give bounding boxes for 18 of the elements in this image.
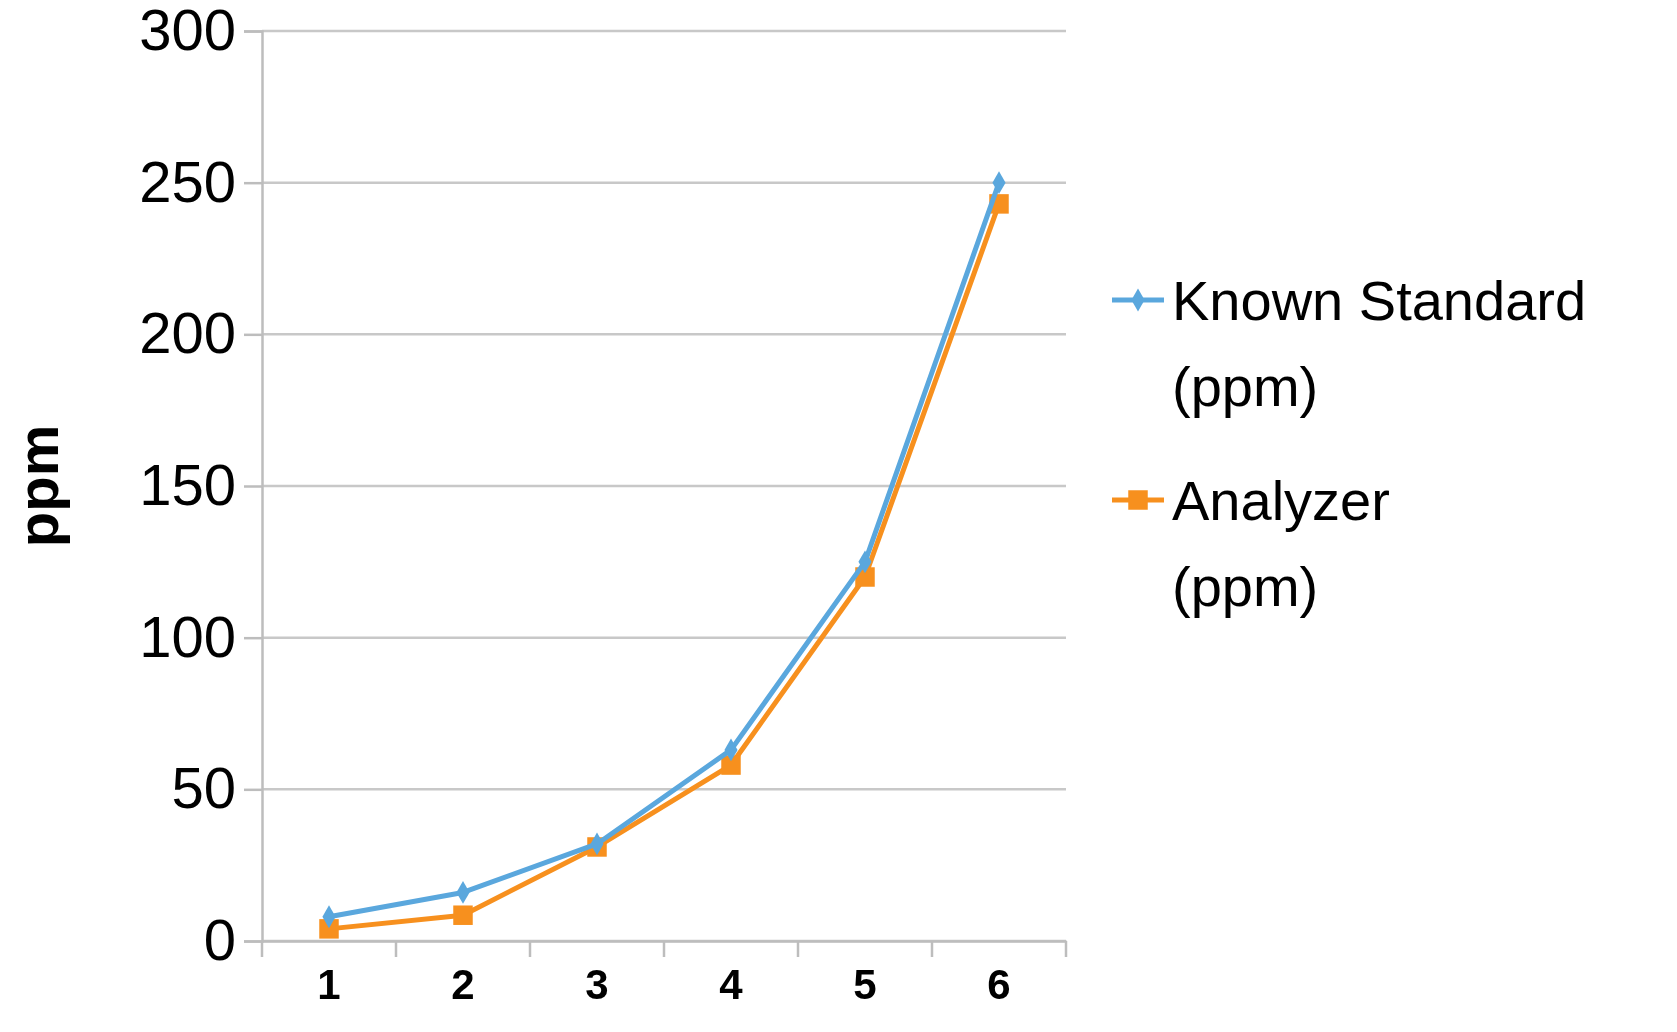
x-tick-label: 3 [585,960,609,1008]
legend-label: Known Standard (ppm) [1172,269,1587,418]
x-tick-label: 5 [853,960,877,1008]
y-tick-label: 200 [139,300,236,366]
point [453,905,473,925]
legend-label: Analyzer (ppm) [1172,469,1390,618]
y-tick-label: 50 [171,755,236,821]
x-tick-label: 1 [317,960,341,1008]
x-tick-label: 6 [987,960,1011,1008]
y-axis-title: ppm [5,424,70,548]
y-tick-label: 300 [139,0,236,63]
y-tick-label: 0 [203,907,236,973]
point [721,755,741,775]
x-tick-label: 4 [719,960,744,1008]
y-tick-label: 150 [139,452,236,518]
y-tick-label: 250 [139,148,236,214]
x-tick-label: 2 [451,960,475,1008]
y-tick-label: 100 [139,603,236,669]
